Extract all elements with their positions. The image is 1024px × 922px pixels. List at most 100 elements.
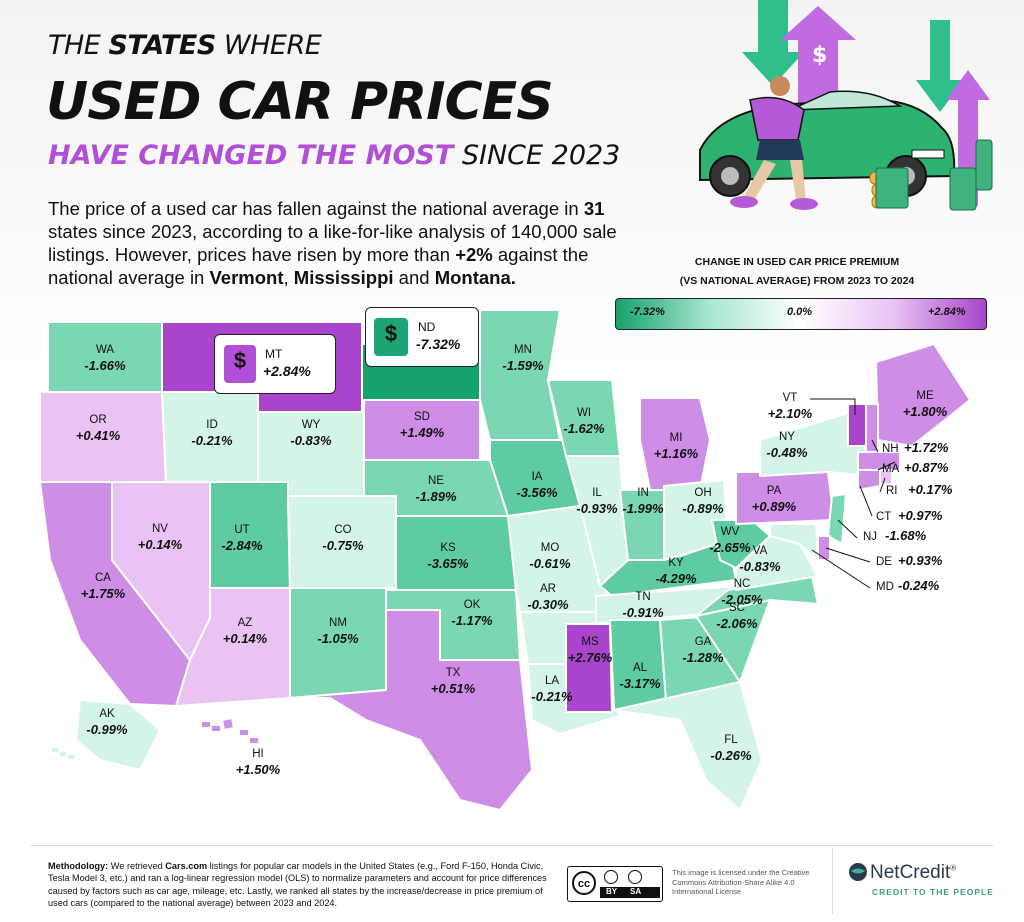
state-code-ky: KY — [668, 557, 684, 569]
leader-line-vt — [810, 398, 856, 415]
leader-line-ct — [859, 485, 873, 517]
state-code-ma: MA — [882, 463, 900, 475]
state-code-ri: RI — [886, 485, 898, 497]
state-value-nc: -2.05% — [721, 592, 763, 607]
state-value-id: -0.21% — [191, 433, 233, 448]
state-ks — [395, 515, 517, 591]
up-arrow-dollar-icon: $ — [224, 345, 256, 383]
state-value-ok: -1.17% — [451, 613, 493, 628]
state-value-de: +0.93% — [898, 553, 943, 568]
state-value-sc: -2.06% — [716, 616, 758, 631]
leader-line-md — [811, 549, 871, 589]
leader-line-nh — [871, 439, 879, 453]
state-code-pa: PA — [767, 485, 782, 497]
footer-separator — [832, 848, 833, 914]
state-code-de: DE — [876, 556, 892, 568]
state-ct — [857, 469, 881, 491]
state-vt — [847, 403, 867, 447]
state-value-mo: -0.61% — [529, 556, 571, 571]
callout-mt: $ MT +2.84% — [214, 334, 336, 394]
state-value-nm: -1.05% — [317, 631, 359, 646]
state-md — [769, 523, 819, 561]
state-code-wi: WI — [577, 407, 591, 419]
state-value-or: +0.41% — [76, 428, 121, 443]
down-arrow-icon-2 — [916, 20, 964, 112]
state-code-az: AZ — [238, 617, 253, 629]
state-value-me: +1.80% — [903, 404, 948, 419]
state-value-ne: -1.89% — [415, 489, 457, 504]
person-shorts — [756, 140, 804, 160]
intro-text: The price of a used car has fallen again… — [48, 198, 617, 288]
state-value-md: -0.24% — [898, 578, 940, 593]
state-value-sd: +1.49% — [400, 425, 445, 440]
state-code-ga: GA — [695, 636, 712, 648]
methodology-text: Methodology: We retrieved Cars.com listi… — [48, 861, 547, 908]
person-head — [770, 76, 790, 96]
state-code-mi: MI — [670, 432, 683, 444]
state-mn — [479, 309, 561, 441]
state-code-nh: NH — [882, 443, 899, 455]
state-code-nm: NM — [329, 617, 347, 629]
attribution-icon — [604, 870, 618, 884]
state-ny — [759, 409, 871, 477]
state-wa — [47, 321, 163, 393]
callout-nd: $ ND -7.32% — [365, 307, 479, 367]
footer-divider — [30, 845, 994, 846]
state-value-fl: -0.26% — [710, 748, 752, 763]
legend-min: -7.32% — [630, 306, 665, 318]
state-value-az: +0.14% — [223, 631, 268, 646]
state-value-ma: +0.87% — [904, 460, 949, 475]
up-arrow-icon-2 — [946, 70, 990, 206]
state-code-ny: NY — [779, 431, 795, 443]
state-code-ks: KS — [440, 542, 456, 554]
state-code-ca: CA — [95, 572, 111, 584]
legend-mid: 0.0% — [787, 306, 813, 318]
hawaii-island-3 — [250, 738, 258, 743]
state-value-ia: -3.56% — [516, 485, 558, 500]
state-value-ak: -0.99% — [86, 722, 128, 737]
state-code-nv: NV — [152, 523, 168, 535]
state-value-oh: -0.89% — [682, 501, 724, 516]
state-mi — [639, 397, 711, 491]
legend-title: CHANGE IN USED CAR PRICE PREMIUM (VS NATI… — [679, 256, 915, 287]
state-value-ct: +0.97% — [898, 508, 943, 523]
leader-line-nj — [837, 519, 858, 539]
state-code-co: CO — [334, 524, 351, 536]
state-value-hi: +1.50% — [236, 762, 281, 777]
legend-gradient-bar — [615, 298, 987, 330]
person-body — [749, 96, 805, 141]
state-ut — [209, 481, 291, 589]
state-value-ri: +0.17% — [908, 482, 953, 497]
state-code-ut: UT — [234, 524, 249, 536]
us-map: WA -1.66% OR +0.41% CA +1.75% NV +0.14% ID -0.21%… — [39, 309, 971, 811]
state-ma — [857, 451, 901, 471]
state-value-pa: +0.89% — [752, 499, 797, 514]
callout-mt-value: +2.84% — [263, 363, 311, 379]
state-value-wa: -1.66% — [84, 358, 126, 373]
state-value-co: -0.75% — [322, 538, 364, 553]
state-value-vt: +2.10% — [768, 406, 813, 421]
state-code-me: ME — [916, 390, 934, 402]
state-code-mo: MO — [541, 542, 560, 554]
title-line-2: USED CAR PRICES — [46, 72, 554, 132]
state-code-nj: NJ — [863, 531, 877, 543]
state-code-tn: TN — [635, 591, 650, 603]
state-code-in: IN — [637, 487, 649, 499]
down-arrow-icon — [742, 0, 804, 86]
hawaii-island-1 — [212, 726, 220, 731]
callout-nd-code: ND — [418, 320, 436, 334]
state-code-ak: AK — [99, 708, 115, 720]
leader-line-de — [825, 547, 871, 563]
state-value-mi: +1.16% — [654, 446, 699, 461]
state-value-la: -0.21% — [531, 689, 573, 704]
state-value-tx: +0.51% — [431, 681, 476, 696]
callout-mt-code: MT — [265, 347, 283, 361]
state-ak — [75, 699, 161, 771]
dollar-icon: $ — [812, 43, 827, 68]
netcredit-logo-icon — [849, 863, 867, 881]
state-value-ky: -4.29% — [655, 571, 697, 586]
state-value-ms: +2.76% — [568, 650, 613, 665]
state-code-sd: SD — [414, 411, 430, 423]
state-value-in: -1.99% — [622, 501, 664, 516]
